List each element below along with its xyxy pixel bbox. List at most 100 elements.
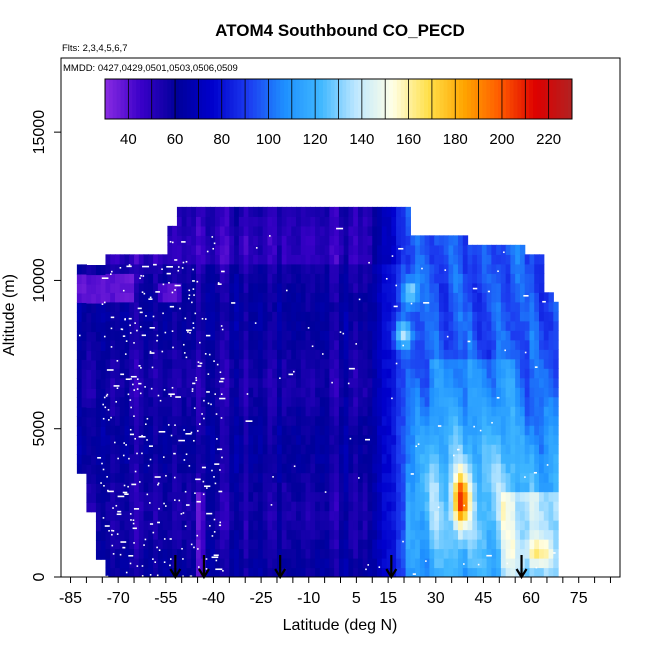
heatmap-cell: [167, 406, 173, 417]
colorbar-swatch: [299, 79, 304, 119]
heatmap-cell: [377, 254, 383, 265]
heatmap-cell: [138, 444, 145, 455]
missing-speck: [142, 275, 145, 277]
heatmap-cell: [338, 339, 345, 350]
missing-speck: [170, 395, 172, 397]
heatmap-cell: [519, 330, 526, 341]
heatmap-cell: [467, 510, 473, 521]
heatmap-cell: [224, 510, 230, 521]
heatmap-cell: [505, 282, 512, 293]
heatmap-cell: [500, 254, 507, 265]
missing-speck: [161, 268, 163, 271]
heatmap-cell: [181, 273, 188, 284]
heatmap-cell: [248, 529, 254, 540]
heatmap-cell: [386, 358, 392, 369]
heatmap-cell: [248, 339, 254, 350]
heatmap-cell: [105, 567, 111, 577]
heatmap-cell: [172, 235, 178, 246]
heatmap-cell: [500, 273, 507, 284]
heatmap-cell: [496, 254, 502, 265]
heatmap-cell: [210, 491, 216, 502]
heatmap-cell: [114, 520, 121, 531]
heatmap-cell: [357, 301, 364, 312]
heatmap-cell: [353, 548, 359, 559]
heatmap-cell: [362, 387, 369, 398]
heatmap-cell: [353, 520, 359, 531]
y-axis-label: Altitude (m): [1, 274, 18, 356]
heatmap-cell: [234, 206, 240, 217]
heatmap-cell: [262, 406, 269, 417]
heatmap-cell: [543, 453, 550, 464]
heatmap-cell: [334, 529, 340, 540]
colorbar-swatch: [229, 79, 234, 119]
heatmap-cell: [91, 350, 97, 361]
heatmap-cell: [272, 254, 278, 265]
heatmap-cell: [200, 491, 207, 502]
missing-speck: [112, 507, 114, 509]
heatmap-cell: [205, 425, 211, 436]
heatmap-cell: [481, 434, 488, 445]
heatmap-cell: [539, 349, 545, 360]
missing-speck: [355, 343, 358, 345]
heatmap-cell: [262, 510, 269, 521]
heatmap-cell: [462, 292, 469, 303]
missing-speck: [197, 566, 200, 568]
heatmap-cell: [324, 491, 330, 502]
heatmap-cell: [353, 235, 359, 246]
heatmap-cell: [419, 339, 426, 350]
heatmap-cell: [167, 463, 173, 474]
heatmap-cell: [362, 482, 369, 493]
heatmap-cell: [462, 235, 469, 246]
heatmap-cell: [253, 216, 259, 227]
colorbar-swatch: [412, 79, 417, 119]
heatmap-cell: [305, 425, 311, 436]
heatmap-cell: [181, 377, 188, 388]
missing-speck: [342, 332, 345, 335]
heatmap-cell: [262, 434, 269, 445]
heatmap-cell: [338, 206, 345, 217]
heatmap-cell: [458, 463, 464, 474]
missing-speck: [147, 464, 150, 467]
heatmap-cell: [519, 254, 526, 265]
heatmap-cell: [315, 472, 321, 483]
missing-speck: [114, 441, 116, 444]
heatmap-cell: [315, 463, 321, 474]
heatmap-cell: [110, 273, 116, 284]
heatmap-cell: [257, 434, 264, 445]
heatmap-cell: [338, 225, 345, 236]
heatmap-cell: [110, 358, 116, 369]
heatmap-cell: [391, 282, 397, 293]
heatmap-cell: [391, 406, 397, 417]
heatmap-cell: [405, 254, 411, 265]
heatmap-cell: [76, 444, 83, 455]
heatmap-cell: [234, 377, 240, 388]
heatmap-cell: [134, 254, 140, 265]
heatmap-cell: [434, 349, 440, 360]
heatmap-cell: [453, 282, 459, 293]
heatmap-cell: [105, 292, 111, 303]
heatmap-cell: [496, 529, 502, 540]
heatmap-cell: [315, 539, 321, 550]
heatmap-cell: [424, 396, 431, 407]
missing-speck: [182, 512, 185, 514]
heatmap-cell: [429, 444, 435, 455]
missing-speck: [367, 564, 370, 566]
heatmap-cell: [205, 358, 211, 369]
heatmap-cell: [243, 254, 249, 265]
heatmap-cell: [357, 520, 364, 531]
heatmap-cell: [434, 453, 440, 464]
heatmap-cell: [367, 387, 373, 398]
heatmap-cell: [443, 567, 450, 577]
heatmap-cell: [543, 292, 550, 303]
heatmap-cell: [162, 491, 168, 502]
heatmap-cell: [419, 491, 426, 502]
heatmap-cell: [296, 358, 302, 369]
heatmap-cell: [410, 368, 416, 379]
heatmap-cell: [510, 463, 516, 474]
heatmap-cell: [381, 339, 388, 350]
missing-speck: [206, 487, 208, 489]
heatmap-cell: [400, 292, 407, 303]
heatmap-cell: [396, 558, 402, 569]
heatmap-cell: [334, 254, 340, 265]
heatmap-cell: [329, 491, 335, 502]
